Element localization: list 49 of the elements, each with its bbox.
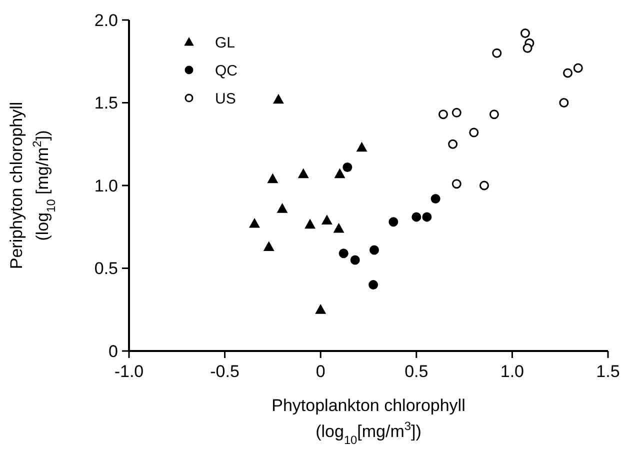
point — [430, 194, 440, 204]
point — [452, 179, 462, 189]
point — [356, 142, 367, 152]
point — [469, 128, 479, 138]
point — [452, 108, 462, 118]
x-tick-label: 0.5 — [404, 362, 428, 381]
point — [277, 203, 288, 213]
y-tick-label: 2.0 — [94, 10, 118, 30]
point — [273, 94, 284, 104]
legend-label: GL — [215, 34, 236, 52]
point — [438, 110, 448, 120]
y-tick-label: 0.5 — [94, 259, 118, 278]
point — [338, 248, 348, 258]
point — [563, 68, 573, 78]
y-tick-label: 0 — [108, 342, 118, 361]
x-tick-label: -1.0 — [114, 362, 144, 381]
point — [249, 218, 260, 228]
point — [388, 217, 398, 227]
point — [479, 180, 489, 190]
point — [573, 63, 583, 73]
point — [315, 304, 326, 314]
x-tick-label: 0 — [316, 362, 326, 381]
x-tick-label: 1.0 — [500, 362, 524, 381]
point — [264, 242, 274, 251]
point — [334, 168, 345, 178]
legend-label: QC — [215, 62, 238, 80]
point — [492, 48, 502, 58]
point — [370, 245, 379, 255]
point — [268, 174, 278, 184]
point — [448, 139, 458, 149]
point — [520, 28, 530, 38]
point — [342, 162, 352, 172]
point — [322, 215, 332, 224]
x-tick-label: 1.5 — [596, 362, 620, 381]
point — [422, 212, 432, 222]
y-tick-label: 1.0 — [94, 176, 118, 196]
point — [368, 280, 378, 290]
point — [304, 219, 316, 229]
point — [522, 43, 532, 53]
point — [350, 255, 360, 265]
point — [298, 168, 309, 178]
point — [334, 223, 344, 233]
y-tick-label: 1.5 — [94, 94, 118, 113]
legend-label: US — [215, 90, 236, 108]
x-axis-title: Phytoplankton chlorophyll (log$_{10}$[mg/m$^{3}$]) — [272, 396, 466, 447]
point — [559, 98, 569, 108]
point — [412, 212, 422, 222]
x-tick-label: -0.5 — [210, 362, 240, 381]
point — [489, 110, 499, 120]
